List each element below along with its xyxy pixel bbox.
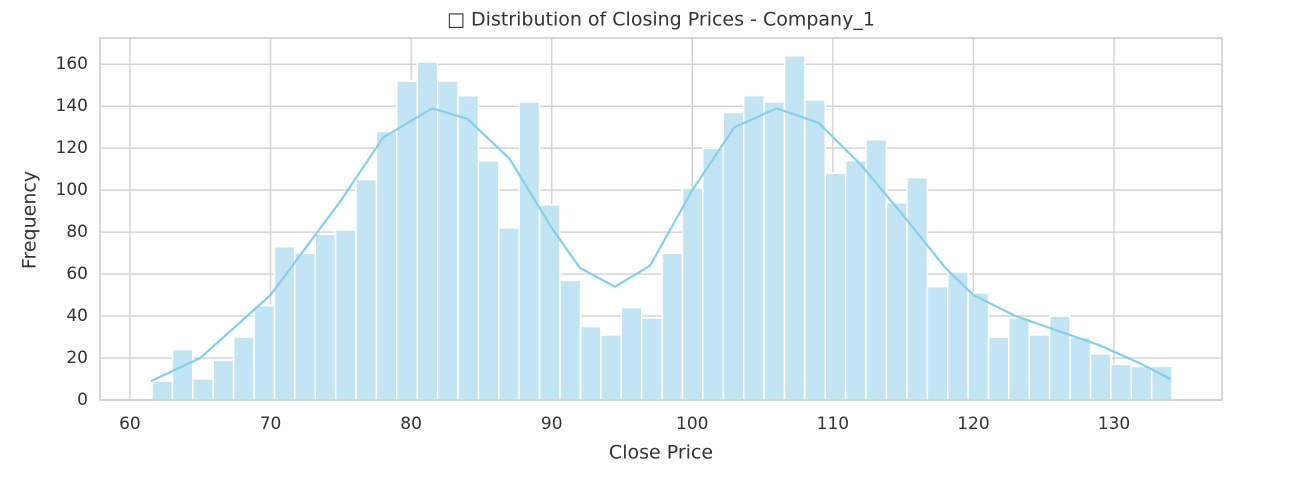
- x-axis-label: Close Price: [609, 442, 713, 464]
- y-tick-label: 100: [56, 180, 88, 200]
- chart-title: □ Distribution of Closing Prices - Compa…: [447, 9, 875, 31]
- bar: [661, 252, 684, 401]
- x-tick-label: 80: [400, 414, 422, 434]
- bar: [844, 160, 867, 401]
- bar: [600, 334, 623, 401]
- bar: [987, 336, 1010, 401]
- bar: [334, 229, 357, 401]
- bar: [824, 172, 847, 401]
- bar: [436, 80, 459, 401]
- bar: [559, 279, 582, 401]
- bar: [865, 139, 888, 401]
- bar: [253, 304, 276, 401]
- y-tick-label: 140: [56, 96, 88, 116]
- bar: [946, 271, 969, 401]
- x-tick-label: 130: [1098, 414, 1130, 434]
- bar: [273, 246, 296, 401]
- y-tick-label: 60: [66, 264, 88, 284]
- bar: [1069, 336, 1092, 401]
- bar: [681, 187, 704, 401]
- bar: [783, 55, 806, 401]
- bar: [416, 61, 439, 401]
- bar: [967, 292, 990, 401]
- bar: [477, 160, 500, 401]
- bar: [885, 201, 908, 401]
- bar: [742, 94, 765, 401]
- bar: [906, 176, 929, 401]
- bar: [171, 348, 194, 401]
- bar: [722, 111, 745, 401]
- y-tick-label: 20: [66, 348, 88, 368]
- x-tick-label: 70: [260, 414, 282, 434]
- plot-frame: [99, 37, 1223, 401]
- y-tick-label: 160: [56, 54, 88, 74]
- y-tick-label: 80: [66, 222, 88, 242]
- bar: [1130, 365, 1153, 401]
- y-tick-label: 120: [56, 138, 88, 158]
- x-tick-label: 110: [817, 414, 849, 434]
- bar: [702, 147, 724, 401]
- bar: [192, 378, 214, 401]
- bar: [1028, 334, 1051, 401]
- bar: [804, 99, 827, 401]
- x-tick-label: 60: [119, 414, 141, 434]
- y-tick-label: 0: [77, 390, 88, 410]
- bar: [926, 285, 949, 401]
- bar: [620, 306, 643, 401]
- bar: [579, 325, 602, 401]
- bar: [1110, 363, 1133, 401]
- y-axis-label: Frequency: [19, 171, 41, 269]
- bar: [212, 359, 235, 401]
- bar: [498, 227, 520, 401]
- x-tick-label: 90: [541, 414, 563, 434]
- x-tick-label: 120: [957, 414, 989, 434]
- bar: [518, 101, 541, 401]
- bar: [457, 94, 480, 401]
- bar: [294, 252, 316, 401]
- bar: [232, 336, 255, 401]
- y-tick-label: 40: [66, 306, 88, 326]
- bar: [314, 233, 337, 401]
- x-tick-label: 100: [676, 414, 708, 434]
- bar: [355, 178, 378, 401]
- bar: [375, 130, 398, 401]
- bar: [1008, 317, 1031, 401]
- bar: [763, 101, 786, 401]
- bar: [640, 317, 663, 401]
- kde-line: [150, 107, 1171, 383]
- bar: [1089, 353, 1112, 401]
- bar: [151, 380, 174, 401]
